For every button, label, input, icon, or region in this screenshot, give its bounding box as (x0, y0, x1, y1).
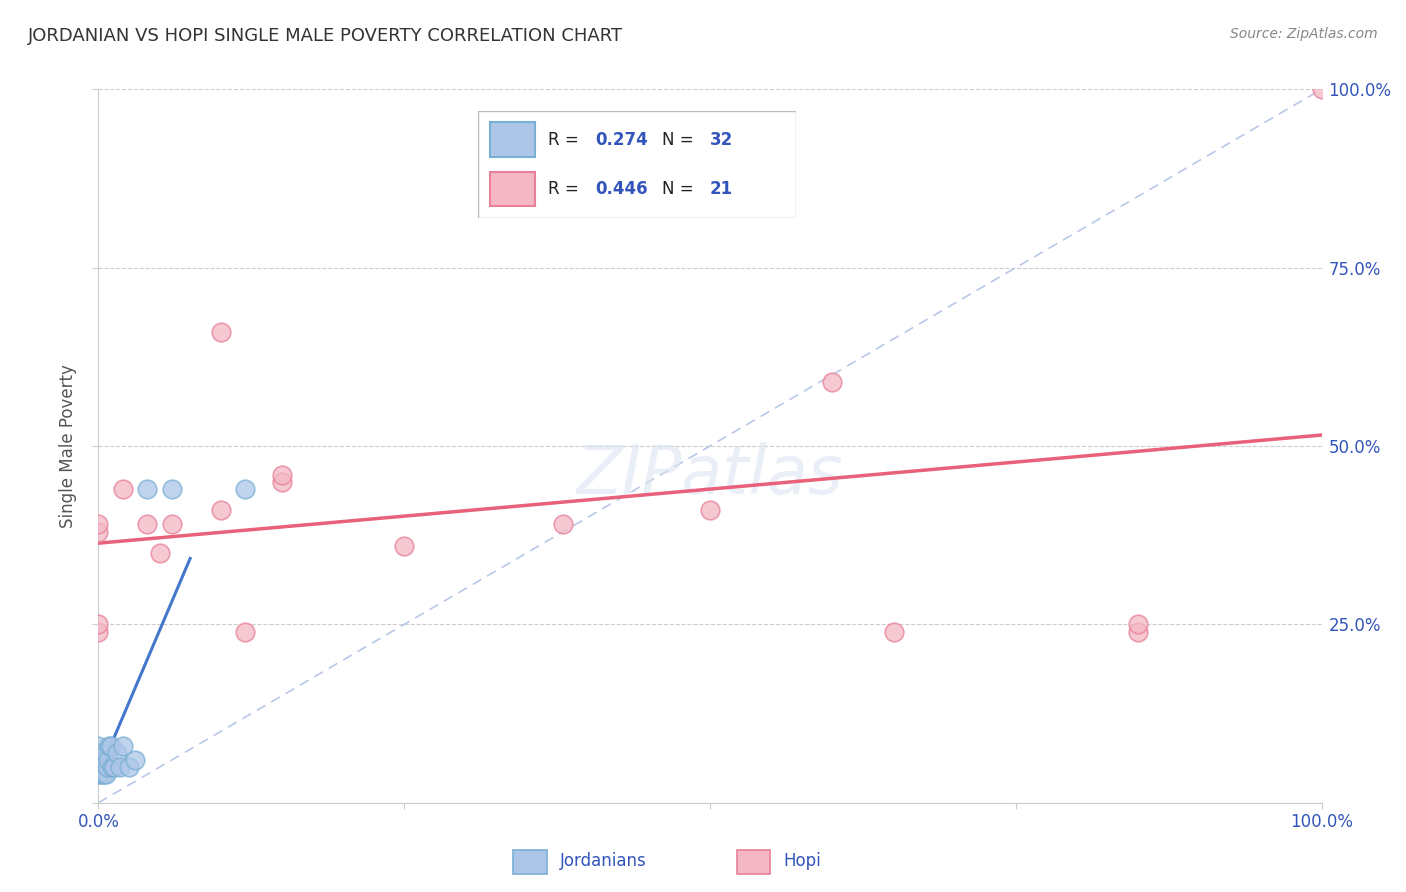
Point (392, 539, 416, 553)
Point (87, 760, 110, 774)
Point (87, 739, 110, 753)
Point (209, 503, 232, 517)
Point (124, 753, 146, 767)
Point (89, 760, 111, 774)
Point (87, 624, 110, 639)
Point (111, 482, 134, 496)
Point (87, 753, 110, 767)
Point (105, 746, 128, 760)
Point (136, 517, 159, 532)
FancyBboxPatch shape (513, 849, 547, 874)
Point (1310, 82, 1333, 96)
Point (90, 753, 112, 767)
Point (233, 482, 256, 496)
Text: Jordanians: Jordanians (560, 852, 647, 870)
Point (89, 753, 111, 767)
Point (87, 760, 110, 774)
Point (87, 753, 110, 767)
Point (883, 624, 905, 639)
Y-axis label: Single Male Poverty: Single Male Poverty (59, 364, 77, 528)
Point (821, 375, 844, 389)
Text: ZIPatlas: ZIPatlas (576, 442, 844, 508)
Text: Hopi: Hopi (783, 852, 821, 870)
Point (103, 760, 125, 774)
Point (94, 767, 117, 781)
Point (110, 760, 132, 774)
Point (97, 753, 120, 767)
Point (93, 753, 115, 767)
Point (89, 746, 111, 760)
Point (1128, 624, 1150, 639)
Point (149, 546, 172, 560)
FancyBboxPatch shape (737, 849, 770, 874)
Point (553, 517, 575, 532)
Point (270, 467, 294, 482)
Point (91, 753, 114, 767)
Point (91, 753, 114, 767)
Text: Source: ZipAtlas.com: Source: ZipAtlas.com (1230, 27, 1378, 41)
Point (87, 767, 110, 781)
Point (270, 475, 294, 489)
Point (93, 767, 115, 781)
Point (100, 739, 122, 753)
Point (101, 760, 124, 774)
Point (699, 503, 721, 517)
Point (87, 517, 110, 532)
Point (233, 624, 256, 639)
Point (118, 760, 141, 774)
Point (209, 325, 232, 339)
Point (1128, 617, 1150, 632)
Point (160, 482, 183, 496)
Point (136, 482, 159, 496)
Text: JORDANIAN VS HOPI SINGLE MALE POVERTY CORRELATION CHART: JORDANIAN VS HOPI SINGLE MALE POVERTY CO… (28, 27, 623, 45)
Point (94, 746, 117, 760)
Point (96, 760, 118, 774)
Point (160, 517, 183, 532)
Point (91, 767, 114, 781)
Point (87, 524, 110, 539)
Point (87, 617, 110, 632)
Point (98, 739, 121, 753)
Point (111, 739, 134, 753)
Point (90, 767, 112, 781)
